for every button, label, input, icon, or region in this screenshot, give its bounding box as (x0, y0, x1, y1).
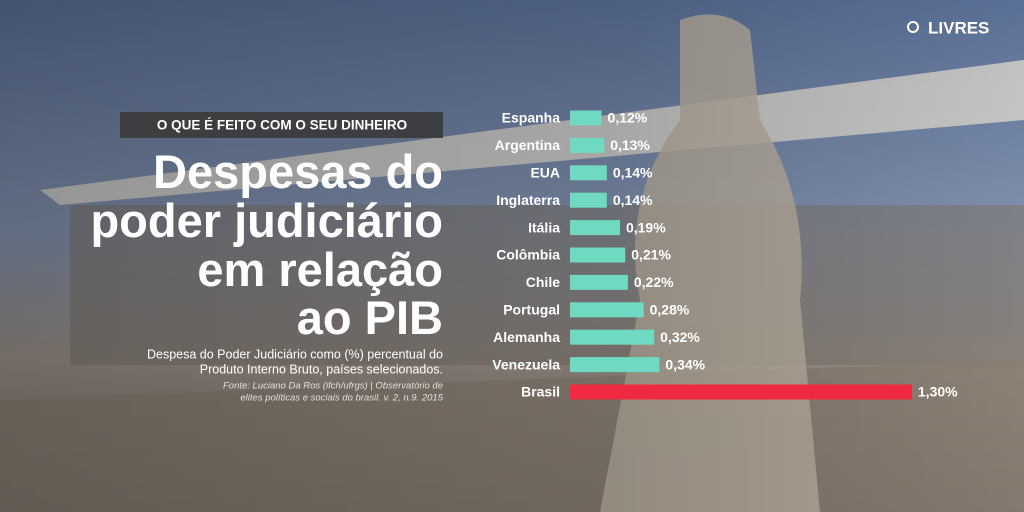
bar (570, 220, 620, 236)
category-label: EUA (530, 165, 560, 181)
bar (570, 302, 644, 318)
category-label: Colômbia (496, 247, 560, 263)
kicker: O QUE É FEITO COM O SEU DINHEIRO (157, 118, 407, 133)
bar (570, 110, 602, 126)
bar (570, 274, 628, 290)
source-line: elites políticas e sociais do brasil. v.… (240, 393, 443, 404)
value-label: 0,21% (631, 247, 671, 263)
bar (570, 192, 607, 208)
category-label: Argentina (495, 137, 561, 153)
value-label: 0,13% (610, 137, 650, 153)
bar (570, 357, 660, 373)
category-label: Alemanha (493, 329, 560, 345)
category-label: Espanha (502, 110, 561, 126)
title-line: ao PIB (297, 291, 443, 344)
value-label: 0,19% (626, 219, 666, 235)
value-label: 0,22% (634, 274, 674, 290)
value-label: 0,34% (665, 356, 705, 372)
value-label: 0,12% (608, 110, 648, 126)
category-label: Inglaterra (496, 192, 560, 208)
value-label: 0,28% (650, 302, 690, 318)
brand-icon (907, 21, 919, 33)
subtitle-line: Despesa do Poder Judiciário como (%) per… (147, 347, 443, 361)
bar (570, 329, 655, 345)
value-label: 0,32% (660, 329, 700, 345)
category-label: Venezuela (492, 356, 560, 372)
category-label: Brasil (521, 384, 560, 400)
bar (570, 165, 607, 181)
brand: LIVRES (907, 18, 989, 37)
bar (570, 247, 626, 263)
kicker-box (120, 112, 443, 138)
bar (570, 384, 912, 400)
bar (570, 137, 605, 153)
title-line: Despesas do (153, 145, 443, 198)
title-line: poder judiciário (90, 194, 443, 247)
value-label: 1,30% (918, 384, 958, 400)
subtitle-line: Produto Interno Bruto, países selecionad… (200, 362, 443, 376)
category-label: Chile (526, 274, 560, 290)
category-label: Portugal (503, 302, 560, 318)
title-line: em relação (197, 243, 443, 296)
source-line: Fonte: Luciano Da Ros (ifch/ufrgs) | Obs… (223, 381, 443, 392)
category-label: Itália (528, 219, 560, 235)
brand-name: LIVRES (928, 18, 989, 37)
value-label: 0,14% (613, 165, 653, 181)
value-label: 0,14% (613, 192, 653, 208)
